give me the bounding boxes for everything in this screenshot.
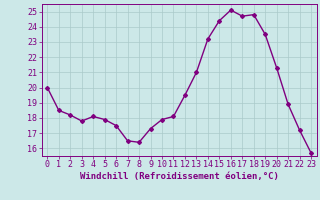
X-axis label: Windchill (Refroidissement éolien,°C): Windchill (Refroidissement éolien,°C) [80, 172, 279, 181]
